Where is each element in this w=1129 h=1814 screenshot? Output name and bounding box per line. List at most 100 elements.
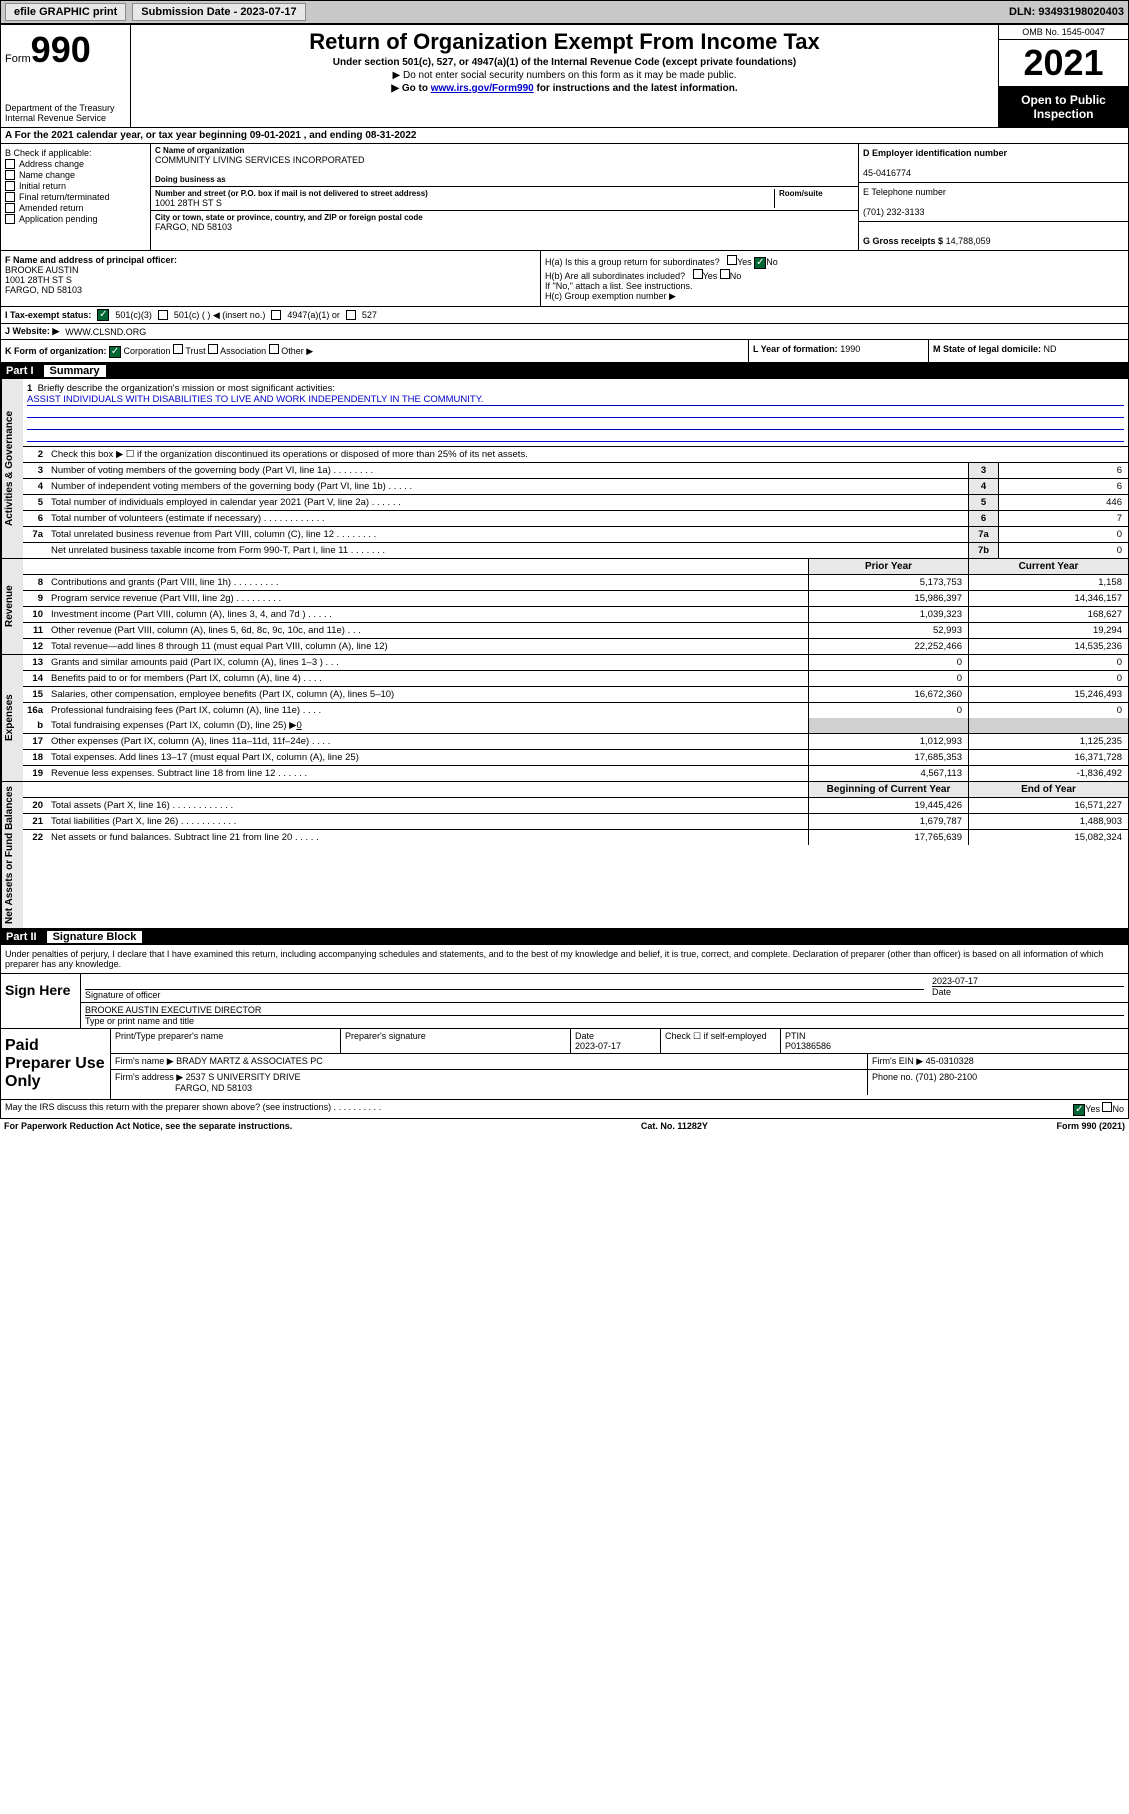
line-text: Total revenue—add lines 8 through 11 (mu… <box>47 639 808 654</box>
checkbox-checked-icon[interactable]: ✓ <box>97 309 109 321</box>
line-box-val: 6 <box>998 463 1128 478</box>
row-j-website: J Website: ▶ WWW.CLSND.ORG <box>0 324 1129 340</box>
f-label: F Name and address of principal officer: <box>5 255 177 265</box>
officer-addr1: 1001 28TH ST S <box>5 275 72 285</box>
line-box-label: 6 <box>968 511 998 526</box>
curr-val: 168,627 <box>968 607 1128 622</box>
line-num: 20 <box>23 798 47 813</box>
mission-text: ASSIST INDIVIDUALS WITH DISABILITIES TO … <box>27 394 1124 406</box>
check-final-return[interactable]: Final return/terminated <box>5 192 146 202</box>
line-num: 8 <box>23 575 47 590</box>
checkbox-icon[interactable] <box>1102 1102 1112 1112</box>
submission-date: Submission Date - 2023-07-17 <box>132 3 305 21</box>
part1-title: Summary <box>44 365 106 377</box>
revenue-lines: Prior Year Current Year 8 Contributions … <box>23 559 1128 654</box>
ein-cell: D Employer identification number 45-0416… <box>859 144 1128 183</box>
check-name-change[interactable]: Name change <box>5 170 146 180</box>
mission-blank2 <box>27 418 1124 430</box>
city-label: City or town, state or province, country… <box>155 213 854 222</box>
checkbox-icon <box>5 203 15 213</box>
vert-revenue-label: Revenue <box>1 559 23 654</box>
vert-activities-label: Activities & Governance <box>1 379 23 558</box>
line16b: b Total fundraising expenses (Part IX, c… <box>23 718 1128 734</box>
checkbox-icon[interactable] <box>158 310 168 320</box>
addr-cell: Number and street (or P.O. box if mail i… <box>151 187 858 211</box>
data-line: 20 Total assets (Part X, line 16) . . . … <box>23 798 1128 814</box>
topbar: efile GRAPHIC print Submission Date - 20… <box>0 0 1129 24</box>
prep-name-label: Print/Type preparer's name <box>111 1029 341 1053</box>
checkbox-checked-icon[interactable]: ✓ <box>109 346 121 358</box>
addr-label: Number and street (or P.O. box if mail i… <box>155 189 774 198</box>
rev-col-header: Prior Year Current Year <box>23 559 1128 575</box>
prior-val: 0 <box>808 671 968 686</box>
checkbox-icon[interactable] <box>727 255 737 265</box>
checkbox-icon[interactable] <box>720 269 730 279</box>
check-initial-return[interactable]: Initial return <box>5 181 146 191</box>
paid-preparer-label: Paid Preparer Use Only <box>1 1029 111 1099</box>
curr-val: 0 <box>968 655 1128 670</box>
checkbox-icon[interactable] <box>173 344 183 354</box>
prior-val: 17,765,639 <box>808 830 968 845</box>
col-prior-header: Prior Year <box>808 559 968 574</box>
line-box-val: 6 <box>998 479 1128 494</box>
checkbox-icon <box>5 170 15 180</box>
line-text: Number of voting members of the governin… <box>47 463 968 478</box>
prior-val: 16,672,360 <box>808 687 968 702</box>
gov-line: 6 Total number of volunteers (estimate i… <box>23 511 1128 527</box>
m-val: ND <box>1044 344 1057 354</box>
prior-val: 1,012,993 <box>808 734 968 749</box>
subtitle-1: Under section 501(c), 527, or 4947(a)(1)… <box>135 57 994 68</box>
main-info-block: B Check if applicable: Address change Na… <box>0 144 1129 251</box>
gross-label: G Gross receipts $ <box>863 236 943 246</box>
part2-num: Part II <box>6 931 37 943</box>
net-col-header: Beginning of Current Year End of Year <box>23 782 1128 798</box>
line-num: 13 <box>23 655 47 670</box>
line-text: Net assets or fund balances. Subtract li… <box>47 830 808 845</box>
checkbox-icon[interactable] <box>271 310 281 320</box>
check-application-pending[interactable]: Application pending <box>5 214 146 224</box>
part2-header: Part II Signature Block <box>0 929 1129 945</box>
discuss-row: May the IRS discuss this return with the… <box>0 1100 1129 1119</box>
efile-print-button[interactable]: efile GRAPHIC print <box>5 3 126 21</box>
preparer-right: Print/Type preparer's name Preparer's si… <box>111 1029 1128 1099</box>
form-number: Form990 <box>5 29 126 71</box>
data-line: 11 Other revenue (Part VIII, column (A),… <box>23 623 1128 639</box>
checkbox-icon[interactable] <box>269 344 279 354</box>
checkbox-icon[interactable] <box>693 269 703 279</box>
l-val: 1990 <box>840 344 860 354</box>
data-line: 19 Revenue less expenses. Subtract line … <box>23 766 1128 781</box>
ptin-cell: PTINP01386586 <box>781 1029 1128 1053</box>
check-amended[interactable]: Amended return <box>5 203 146 213</box>
m-state: M State of legal domicile: ND <box>928 340 1128 362</box>
irs-link[interactable]: www.irs.gov/Form990 <box>431 83 534 94</box>
curr-val: 14,346,157 <box>968 591 1128 606</box>
line-num: 7a <box>23 527 47 542</box>
header-mid: Return of Organization Exempt From Incom… <box>131 25 998 127</box>
line-text: Other revenue (Part VIII, column (A), li… <box>47 623 808 638</box>
curr-val: 16,571,227 <box>968 798 1128 813</box>
checkbox-checked-icon[interactable]: ✓ <box>754 257 766 269</box>
tel-value: (701) 232-3133 <box>863 207 925 217</box>
check-address-change[interactable]: Address change <box>5 159 146 169</box>
checkbox-icon[interactable] <box>346 310 356 320</box>
row-f-h: F Name and address of principal officer:… <box>0 251 1129 307</box>
data-line: 14 Benefits paid to or for members (Part… <box>23 671 1128 687</box>
ein-label: D Employer identification number <box>863 148 1007 158</box>
l-label: L Year of formation: <box>753 344 838 354</box>
j-label: J Website: ▶ <box>5 326 59 337</box>
curr-val: 15,246,493 <box>968 687 1128 702</box>
prep-row-2: Firm's name ▶ BRADY MARTZ & ASSOCIATES P… <box>111 1054 1128 1070</box>
no-label: No <box>1112 1104 1124 1114</box>
line-text: Total assets (Part X, line 16) . . . . .… <box>47 798 808 813</box>
line-num: 4 <box>23 479 47 494</box>
line-num-2: 2 <box>23 447 47 462</box>
line-num <box>23 543 47 558</box>
checkbox-checked-icon[interactable]: ✓ <box>1073 1104 1085 1116</box>
line-text: Total liabilities (Part X, line 26) . . … <box>47 814 808 829</box>
prior-val: 4,567,113 <box>808 766 968 781</box>
vert-expenses-label: Expenses <box>1 655 23 781</box>
part2-title: Signature Block <box>47 931 143 943</box>
gross-value: 14,788,059 <box>946 236 991 246</box>
line-num: 5 <box>23 495 47 510</box>
checkbox-icon[interactable] <box>208 344 218 354</box>
